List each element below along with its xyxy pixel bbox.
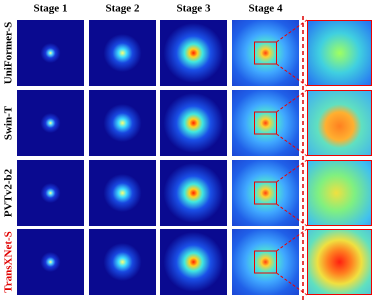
zoom-panel	[307, 20, 372, 86]
zoom-connector	[276, 133, 308, 157]
row-label: UniFormer-S	[3, 22, 15, 85]
heatmap-panel	[17, 20, 84, 86]
row-label: TransXNet-S	[3, 231, 15, 293]
heatmap-panel	[232, 229, 299, 295]
zoom-connector	[276, 159, 308, 183]
heatmap-panel	[89, 20, 156, 86]
column-header: Stage 4	[249, 3, 283, 15]
zoom-box	[254, 181, 277, 205]
zoom-box	[254, 41, 277, 65]
zoom-connector	[276, 89, 308, 113]
row-label: Swin-T	[3, 105, 15, 140]
column-header: Stage 3	[177, 3, 211, 15]
zoom-panel	[307, 90, 372, 156]
heatmap-panel	[17, 160, 84, 226]
zoom-panel	[307, 229, 372, 295]
heatmap-panel	[232, 20, 299, 86]
heatmap-panel	[17, 229, 84, 295]
zoom-connector	[276, 272, 308, 296]
heatmap-panel	[232, 90, 299, 156]
zoom-connector	[276, 19, 308, 43]
column-header: Stage 2	[106, 3, 140, 15]
row-label: PVTv2-b2	[3, 168, 15, 217]
column-header: Stage 1	[34, 3, 68, 15]
heatmap-panel	[160, 160, 227, 226]
heatmap-panel	[232, 160, 299, 226]
zoom-panel	[307, 160, 372, 226]
heatmap-panel	[17, 90, 84, 156]
heatmap-panel	[160, 90, 227, 156]
heatmap-panel	[89, 160, 156, 226]
zoom-box	[254, 111, 277, 135]
zoom-connector	[276, 228, 308, 252]
heatmap-panel	[160, 20, 227, 86]
heatmap-panel	[89, 229, 156, 295]
heatmap-panel	[89, 90, 156, 156]
zoom-connector	[276, 203, 308, 227]
heatmap-panel	[160, 229, 227, 295]
zoom-connector	[276, 63, 308, 87]
zoom-box	[254, 250, 277, 274]
